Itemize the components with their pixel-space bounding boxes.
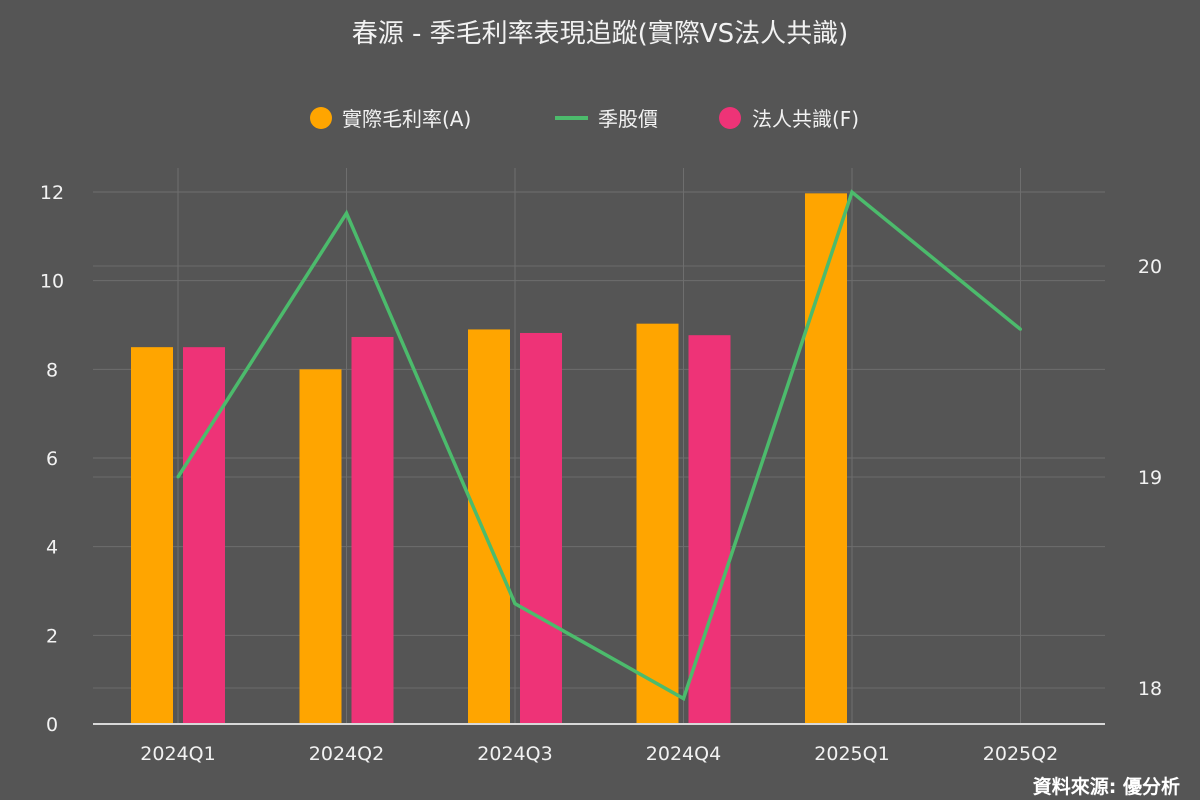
y-left-tick-6: 6 [46,448,58,470]
y-left-tick-0: 0 [46,714,58,736]
x-tick-2024Q1: 2024Q1 [140,743,215,765]
x-tick-2025Q1: 2025Q1 [814,743,889,765]
bar-consensus-2024Q3 [520,332,562,724]
axes: 0 2 4 6 8 10 12 18 19 20 2024Q1 2024Q2 2024Q3 2024Q4 2… [40,182,1162,765]
bar-actual-2024Q4 [636,323,679,724]
y-left-tick-10: 10 [40,271,64,293]
chart-title: 春源 - 季毛利率表現追蹤(實際VS法人共識) [352,19,849,49]
bar-actual-2025Q1 [805,193,847,724]
bars [131,193,847,724]
price-point-2024Q3 [513,602,517,606]
price-point-2025Q2 [1019,327,1022,331]
bar-consensus-2024Q2 [351,336,394,724]
y-right-tick-18: 18 [1138,678,1162,700]
y-left-tick-4: 4 [46,537,58,559]
gridlines [93,168,1105,724]
legend: 實際毛利率(A) 季股價 法人共識(F) [310,107,859,131]
bar-consensus-2024Q1 [183,347,225,724]
price-point-2024Q4 [682,697,685,701]
legend-label-consensus: 法人共識(F) [752,107,859,131]
source-note: 資料來源: 優分析 [1033,775,1180,798]
legend-label-price: 季股價 [598,107,658,131]
bar-actual-2024Q3 [468,329,510,724]
x-tick-2024Q3: 2024Q3 [477,743,552,765]
bar-actual-2024Q1 [131,347,173,724]
legend-marker-actual [310,107,332,129]
y-left-tick-12: 12 [40,182,64,204]
y-right-tick-19: 19 [1138,467,1162,489]
y-right-tick-20: 20 [1138,256,1162,278]
price-point-2024Q1 [176,475,180,479]
x-tick-2024Q2: 2024Q2 [309,743,384,765]
x-tick-2024Q4: 2024Q4 [646,743,721,765]
legend-label-actual: 實際毛利率(A) [342,107,471,131]
price-point-2025Q1 [850,190,854,194]
price-line [176,189,1022,702]
legend-marker-consensus [719,107,741,129]
bar-actual-2024Q2 [299,369,342,724]
price-line-layer [176,189,1022,702]
y-left-tick-8: 8 [46,359,58,381]
x-tick-2025Q2: 2025Q2 [983,743,1058,765]
y-left-tick-2: 2 [46,625,58,647]
price-point-2024Q2 [345,211,348,215]
